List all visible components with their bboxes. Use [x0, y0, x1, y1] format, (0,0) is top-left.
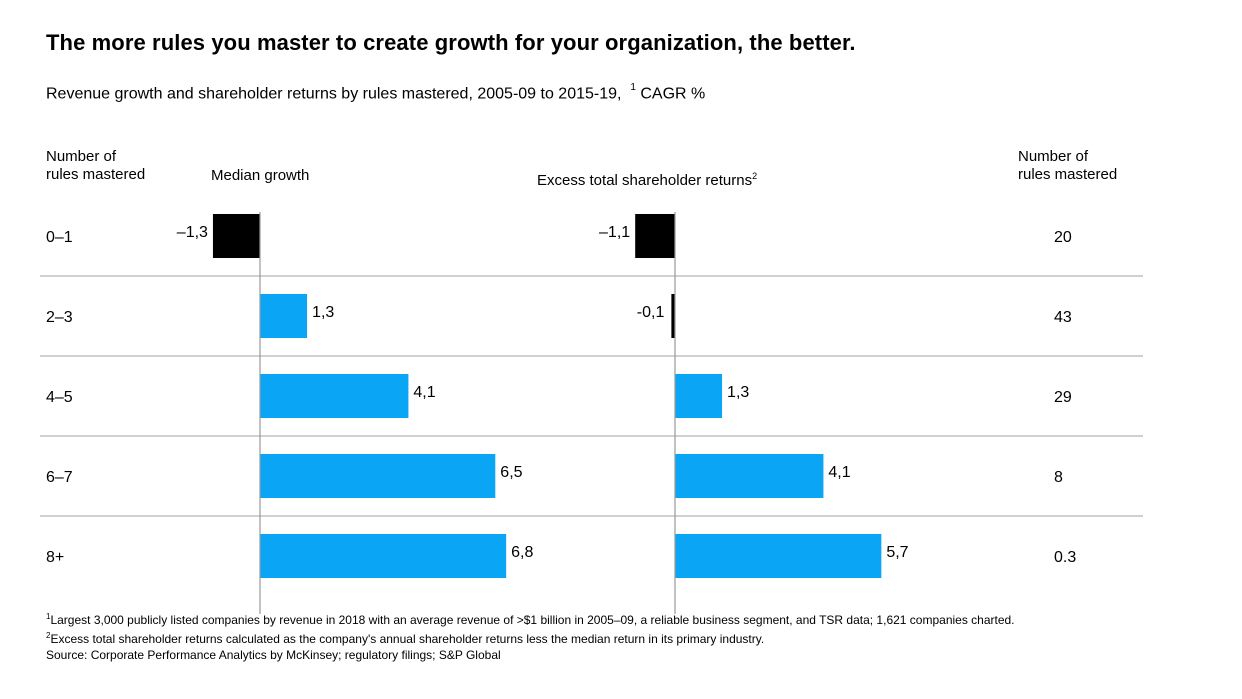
rule-count-label: 0.3: [1054, 549, 1076, 566]
excess-tsr-header-text: Excess total shareholder returns: [537, 172, 753, 189]
footnotes: 1Largest 3,000 publicly listed companies…: [46, 609, 1015, 663]
median-growth-bar: [260, 374, 409, 418]
right-count-header-line1: Number of: [1018, 148, 1089, 165]
left-count-header-line2: rules mastered: [46, 166, 146, 183]
excess-tsr-bar: [675, 374, 723, 418]
left-count-header: Number of rules mastered: [46, 148, 145, 184]
median-growth-header: Median growth: [211, 167, 310, 184]
excess-tsr-value-label: -0,1: [637, 304, 665, 321]
excess-tsr-bar: [635, 214, 675, 258]
footnote-2-text: Excess total shareholder returns calcula…: [50, 632, 765, 646]
category-label: 6–7: [46, 469, 73, 486]
median-growth-value-label: 6,8: [511, 544, 533, 561]
excess-tsr-value-label: 1,3: [727, 384, 749, 401]
subtitle-footnote-mark: 1: [630, 82, 636, 93]
median-growth-value-label: 4,1: [413, 384, 435, 401]
excess-tsr-value-label: –1,1: [599, 224, 630, 241]
median-growth-value-label: 1,3: [312, 304, 334, 321]
source-note: Source: Corporate Performance Analytics …: [46, 648, 501, 662]
category-label: 0–1: [46, 229, 73, 246]
chart-subtitle: Revenue growth and shareholder returns b…: [46, 82, 706, 103]
rule-count-label: 29: [1054, 389, 1072, 406]
subtitle-text: Revenue growth and shareholder returns b…: [46, 85, 622, 103]
median-growth-bar: [212, 214, 260, 258]
left-count-header-line1: Number of: [46, 148, 117, 165]
footnote-1: 1Largest 3,000 publicly listed companies…: [46, 609, 1015, 628]
excess-tsr-bar: [675, 534, 882, 578]
subtitle-unit: CAGR %: [640, 85, 706, 103]
median-growth-value-label: –1,3: [177, 224, 208, 241]
footnote-2: 2Excess total shareholder returns calcul…: [46, 628, 1015, 647]
excess-tsr-footnote-mark: 2: [752, 171, 758, 181]
category-label: 2–3: [46, 309, 73, 326]
excess-tsr-bar: [675, 454, 824, 498]
median-growth-bar: [260, 294, 308, 338]
rule-count-label: 43: [1054, 309, 1072, 326]
rule-count-label: 20: [1054, 229, 1072, 246]
footnote-2-mark: 2: [46, 631, 51, 640]
footnote-1-mark: 1: [46, 612, 51, 621]
category-label: 4–5: [46, 389, 73, 406]
right-count-header: Number of rules mastered: [1018, 148, 1117, 184]
chart-title: The more rules you master to create grow…: [46, 30, 856, 55]
excess-tsr-value-label: 5,7: [886, 544, 908, 561]
median-growth-value-label: 6,5: [500, 464, 522, 481]
rule-count-label: 8: [1054, 469, 1063, 486]
excess-tsr-value-label: 4,1: [828, 464, 850, 481]
median-growth-bar: [260, 534, 507, 578]
median-growth-bar: [260, 454, 496, 498]
excess-tsr-header: Excess total shareholder returns2: [537, 167, 757, 190]
right-count-header-line2: rules mastered: [1018, 166, 1118, 183]
excess-tsr-bar: [671, 294, 675, 338]
footnote-1-text: Largest 3,000 publicly listed companies …: [50, 613, 1015, 627]
category-label: 8+: [46, 549, 64, 566]
